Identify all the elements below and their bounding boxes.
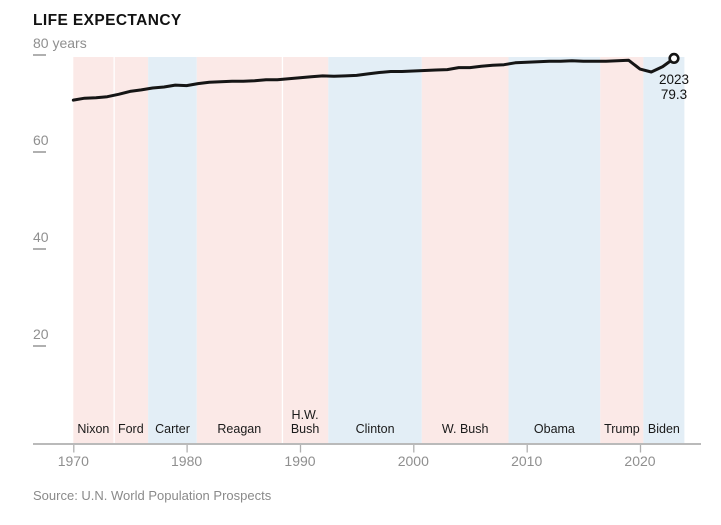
end-point-annotation: 2023 79.3 (659, 72, 689, 102)
end-point-year: 2023 (658, 72, 690, 87)
x-tick-label-1980: 1980 (171, 453, 203, 469)
life-expectancy-line (71, 56, 676, 102)
x-tick-label-1970: 1970 (57, 453, 89, 469)
band-ford (114, 57, 149, 443)
band-clinton (328, 57, 422, 443)
president-label-h-w-bush: H.W. Bush (290, 408, 320, 436)
band-w-bush (421, 57, 509, 443)
x-tick-label-2020: 2020 (624, 453, 656, 469)
president-label-trump: Trump (604, 422, 640, 436)
president-label-clinton: Clinton (355, 422, 395, 436)
band-h-w-bush (283, 57, 329, 443)
president-label-nixon: Nixon (77, 422, 110, 436)
y-tick-label-80: 80 years (33, 34, 87, 51)
end-point-value: 79.3 (660, 87, 688, 102)
president-label-carter: Carter (155, 422, 190, 436)
president-label-biden: Biden (647, 422, 680, 436)
band-nixon (73, 57, 114, 443)
y-tick-label-40: 40 (33, 228, 49, 245)
president-label-obama: Obama (533, 422, 575, 436)
end-point-marker (668, 52, 680, 65)
source-note: Source: U.N. World Population Prospects (33, 488, 272, 503)
y-tick-label-20: 20 (33, 325, 49, 342)
y-tick-label-60: 60 (33, 131, 49, 148)
president-label-w-bush: W. Bush (441, 422, 489, 436)
x-tick-label-2000: 2000 (397, 453, 429, 469)
band-reagan (196, 57, 282, 443)
president-label-ford: Ford (117, 422, 144, 436)
president-label-reagan: Reagan (217, 422, 262, 436)
chart-title: LIFE EXPECTANCY (33, 12, 182, 29)
band-biden (643, 57, 685, 443)
band-carter (148, 57, 197, 443)
x-tick-label-2010: 2010 (511, 453, 543, 469)
band-trump (600, 57, 644, 443)
x-tick-label-1990: 1990 (284, 453, 316, 469)
band-obama (508, 57, 601, 443)
